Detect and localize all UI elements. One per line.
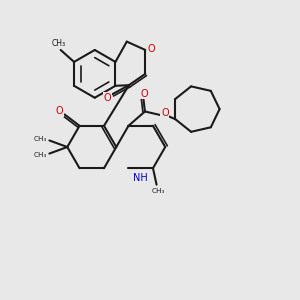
Text: O: O	[161, 108, 169, 118]
Text: CH₃: CH₃	[152, 188, 165, 194]
Text: O: O	[103, 93, 111, 103]
Text: O: O	[56, 106, 63, 116]
Text: CH₃: CH₃	[52, 40, 66, 49]
Text: CH₃: CH₃	[34, 136, 47, 142]
Text: O: O	[148, 44, 155, 54]
Text: O: O	[140, 88, 148, 99]
Text: NH: NH	[134, 173, 148, 183]
Text: CH₃: CH₃	[34, 152, 47, 158]
